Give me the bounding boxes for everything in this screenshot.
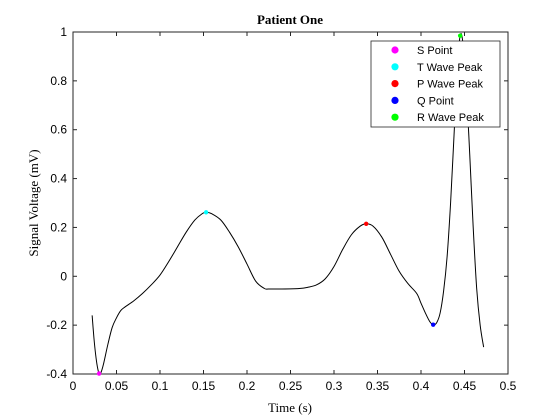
t-wave-peak-marker bbox=[203, 210, 209, 215]
p-wave-peak-marker bbox=[363, 221, 369, 226]
x-tick-label: 0.4 bbox=[413, 379, 430, 393]
legend-marker-s-point bbox=[391, 46, 399, 54]
y-tick-label: 0.2 bbox=[50, 220, 67, 234]
x-tick-labels: 0 0.05 0.1 0.15 0.2 0.25 0.3 0.35 0.4 0.45 0.5 bbox=[70, 379, 517, 393]
s-point-marker bbox=[96, 371, 102, 376]
x-tick-label: 0.05 bbox=[105, 379, 129, 393]
legend-label-q-point: Q Point bbox=[417, 95, 454, 107]
y-tick-label: 1 bbox=[60, 25, 67, 39]
x-tick-label: 0.25 bbox=[279, 379, 303, 393]
y-tick-label: 0 bbox=[60, 269, 67, 283]
x-axis-label: Time (s) bbox=[268, 400, 312, 415]
y-tick-labels: -0.4 -0.2 0 0.2 0.4 0.6 0.8 1 bbox=[46, 25, 67, 381]
ecg-signal-line bbox=[91, 33, 485, 375]
y-tick-label: 0.6 bbox=[50, 123, 67, 137]
x-tick-label: 0.2 bbox=[239, 379, 256, 393]
x-tick-label: 0.15 bbox=[192, 379, 216, 393]
legend-label-r-wave-peak: R Wave Peak bbox=[417, 112, 484, 124]
legend-marker-t-wave-peak bbox=[391, 63, 399, 71]
x-tick-label: 0.3 bbox=[326, 379, 343, 393]
y-tick-label: -0.4 bbox=[46, 367, 67, 381]
legend-label-p-wave-peak: P Wave Peak bbox=[417, 79, 484, 91]
legend: S Point T Wave Peak P Wave Peak Q Point R Wa… bbox=[370, 40, 501, 128]
y-tick-label: 0.8 bbox=[50, 74, 67, 88]
x-tick-label: 0.5 bbox=[500, 379, 517, 393]
legend-label-t-wave-peak: T Wave Peak bbox=[417, 62, 483, 74]
legend-marker-p-wave-peak bbox=[391, 80, 399, 88]
x-tick-label: 0.45 bbox=[453, 379, 477, 393]
legend-marker-r-wave-peak bbox=[391, 113, 399, 121]
chart-title: Patient One bbox=[257, 12, 323, 27]
legend-label-s-point: S Point bbox=[417, 45, 452, 57]
x-tick-label: 0.35 bbox=[366, 379, 390, 393]
y-axis-label: Signal Voltage (mV) bbox=[26, 149, 41, 256]
y-tick-label: 0.4 bbox=[50, 172, 67, 186]
q-point-marker bbox=[430, 322, 436, 327]
x-tick-label: 0 bbox=[70, 379, 77, 393]
r-wave-peak-marker bbox=[457, 33, 463, 38]
x-tick-label: 0.1 bbox=[152, 379, 169, 393]
feature-markers bbox=[96, 33, 463, 376]
y-tick-label: -0.2 bbox=[46, 318, 67, 332]
legend-marker-q-point bbox=[391, 96, 399, 104]
axis-ticks bbox=[72, 31, 509, 375]
